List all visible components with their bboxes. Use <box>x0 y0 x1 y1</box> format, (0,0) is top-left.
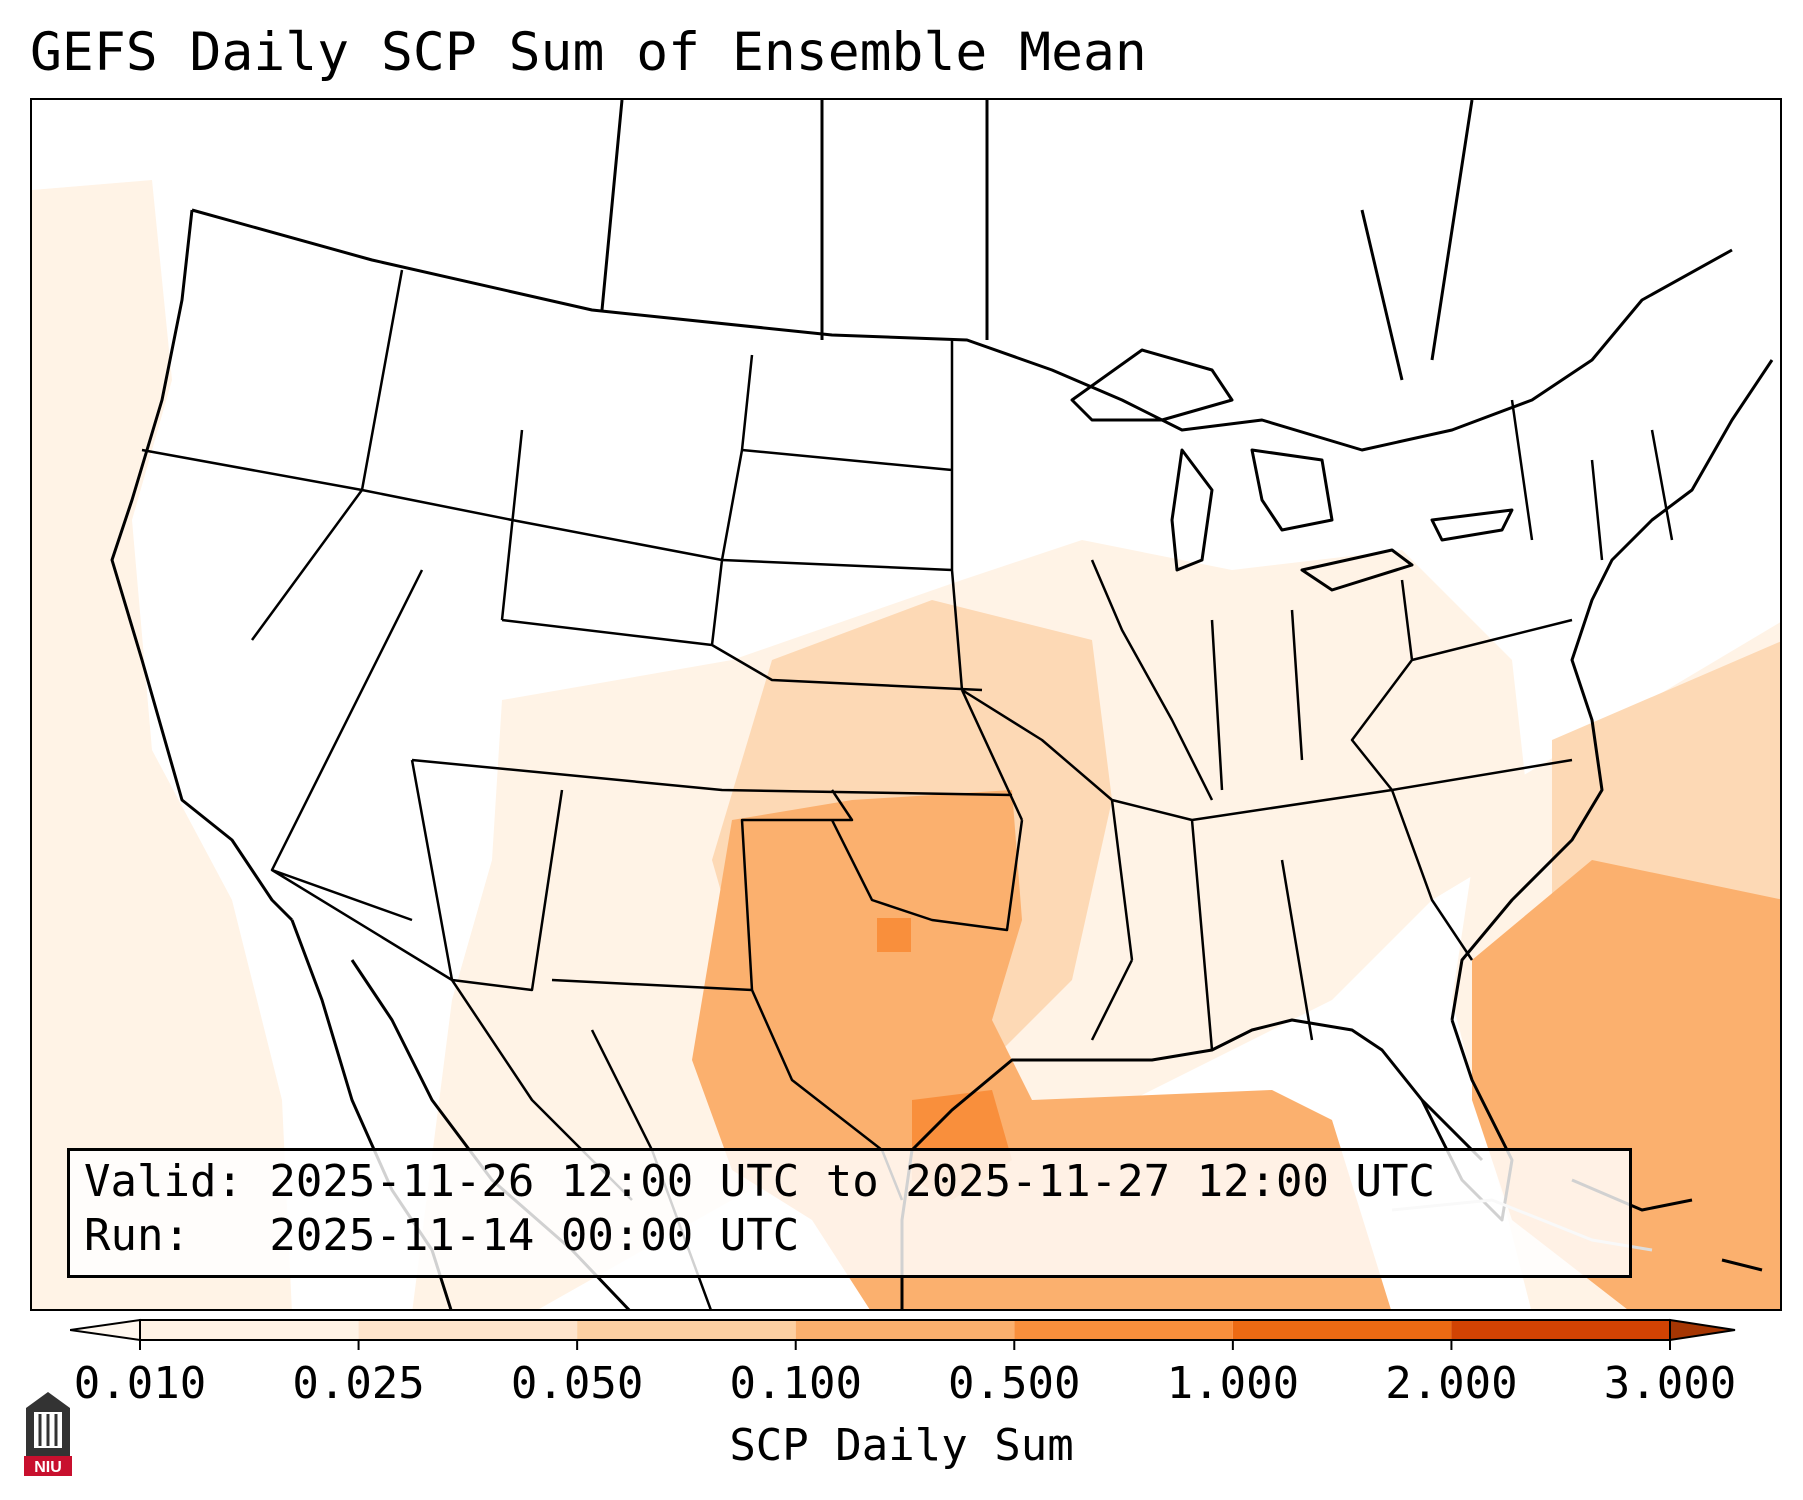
run-text: Run: 2025-11-14 00:00 UTC <box>84 1210 800 1261</box>
valid-text: Valid: 2025-11-26 12:00 UTC to 2025-11-2… <box>84 1156 1436 1207</box>
colorbar-segment <box>1014 1320 1233 1340</box>
logo-text: NIU <box>34 1459 62 1476</box>
chart-title: GEFS Daily SCP Sum of Ensemble Mean <box>30 22 1147 83</box>
colorbar-segment <box>358 1320 578 1340</box>
colorbar-segment <box>140 1320 359 1340</box>
colorbar-arrow-max <box>1669 1318 1736 1342</box>
lake-erie <box>1300 548 1414 592</box>
colorbar-tick-label: 0.100 <box>729 1358 862 1409</box>
colorbar-segment <box>1232 1320 1452 1340</box>
scp-shading <box>32 180 1780 1309</box>
us-canada-border <box>191 208 1733 452</box>
colorbar-title: SCP Daily Sum <box>729 1420 1074 1471</box>
colorbar-tick-label: 2.000 <box>1385 1358 1518 1409</box>
east-coast <box>1450 359 1774 1021</box>
canada-province-lines <box>600 100 1474 381</box>
colorbar-segment <box>795 1320 1015 1340</box>
colorbar-tick-label: 3.000 <box>1603 1358 1737 1409</box>
colorbar-tick-label: 0.025 <box>292 1358 425 1409</box>
colorbar-tick-label: 0.500 <box>948 1358 1081 1409</box>
colorbar-tick-label: 0.050 <box>510 1358 644 1409</box>
lake-superior <box>1070 348 1234 422</box>
niu-logo: NIU <box>24 1392 72 1476</box>
west-coast <box>110 209 294 922</box>
colorbar-segment <box>1451 1320 1670 1340</box>
lake-huron <box>1250 448 1334 532</box>
scp-light-west <box>32 180 292 1309</box>
colorbar <box>70 1318 1736 1350</box>
scp-dark-central-tx <box>877 918 911 952</box>
scp-map <box>32 100 1780 1309</box>
colorbar-segment <box>577 1320 796 1340</box>
map-panel <box>30 98 1782 1311</box>
lake-ontario <box>1430 508 1514 542</box>
colorbar-outline <box>139 1319 1671 1341</box>
validity-box: Valid: 2025-11-26 12:00 UTC to 2025-11-2… <box>67 1148 1632 1278</box>
colorbar-arrow-min <box>70 1318 141 1342</box>
lake-michigan <box>1170 448 1214 572</box>
colorbar-tick-label: 0.010 <box>73 1358 207 1409</box>
colorbar-tick-label: 1.000 <box>1166 1358 1300 1409</box>
gulf-coast <box>900 1018 1484 1309</box>
state-borders <box>141 269 1674 1201</box>
